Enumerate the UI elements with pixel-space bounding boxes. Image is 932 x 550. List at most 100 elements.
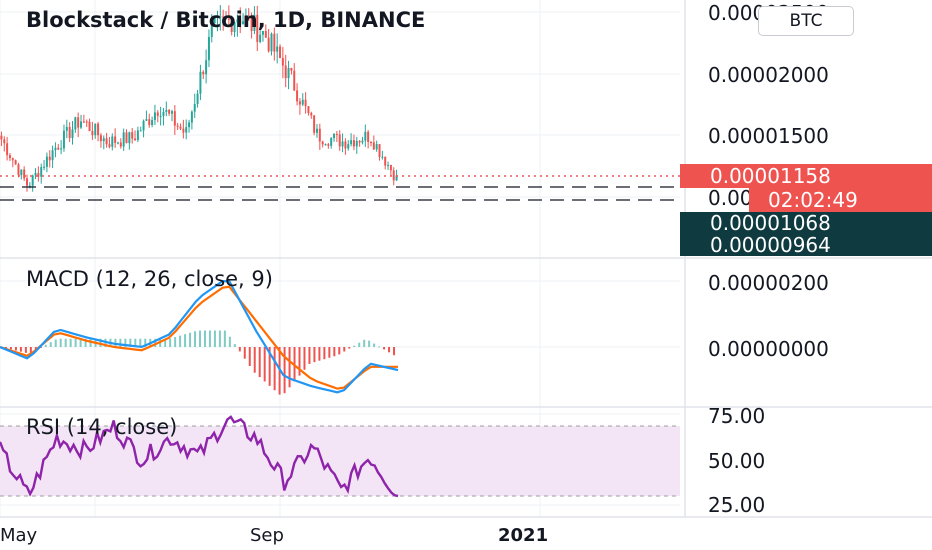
- candle-body: [350, 140, 353, 145]
- macd-histogram-bar: [218, 330, 221, 347]
- candles: [0, 5, 398, 192]
- macd-histogram-bar: [378, 346, 381, 348]
- candle-body: [71, 129, 74, 139]
- macd-histogram-bar: [313, 347, 316, 363]
- candle-body: [335, 133, 338, 135]
- candle-body: [310, 113, 313, 116]
- macd-histogram-bar: [383, 347, 386, 350]
- candle-body: [225, 17, 228, 19]
- macd-signal-line: [0, 285, 398, 390]
- candle-body: [392, 170, 395, 181]
- macd-histogram-bar: [273, 347, 276, 391]
- macd-histogram-bar: [189, 332, 192, 347]
- candle-body: [369, 142, 372, 144]
- macd-histogram-bar: [4, 347, 7, 349]
- candle-body: [387, 164, 390, 166]
- candle-body: [74, 117, 77, 130]
- macd-histogram-bar: [203, 330, 206, 347]
- macd-histogram-bar: [194, 331, 197, 347]
- candle-body: [65, 126, 68, 131]
- macd-histogram-bar: [388, 347, 391, 353]
- candle-body: [57, 147, 60, 150]
- candle-body: [242, 21, 245, 25]
- macd-histogram-bar: [169, 338, 172, 347]
- candle-body: [298, 101, 301, 105]
- macd-histogram-bar: [208, 330, 211, 347]
- candle-body: [352, 140, 355, 147]
- macd-histogram-bar: [14, 347, 17, 351]
- candle-body: [327, 144, 330, 146]
- level-value-2: 0.00000964: [710, 233, 831, 257]
- candle-body: [338, 134, 341, 147]
- candle-body: [222, 16, 225, 18]
- candle-body: [304, 99, 307, 107]
- candle-body: [244, 15, 247, 22]
- macd-histogram-bar: [283, 347, 286, 394]
- candle-body: [196, 93, 199, 105]
- candle-body: [318, 128, 321, 142]
- time-axis[interactable]: May Sep 2021: [0, 525, 548, 546]
- macd-histogram-bar: [328, 347, 331, 358]
- macd-histogram-bar: [363, 339, 366, 347]
- candle-body: [210, 23, 213, 37]
- rsi-tick-0: 75.00: [708, 404, 765, 428]
- candle-body: [330, 138, 333, 146]
- rsi-label: RSI (14, close): [26, 415, 177, 439]
- candle-body: [85, 121, 88, 123]
- macd-histogram-bar: [303, 347, 306, 370]
- candle-body: [256, 14, 259, 42]
- candle-body: [395, 175, 398, 181]
- candle-body: [250, 16, 253, 31]
- last-price-value: 0.00001158: [710, 164, 831, 188]
- x-tick-may: May: [0, 525, 38, 546]
- candle-body: [182, 128, 185, 133]
- candle-body: [367, 131, 370, 143]
- candle-body: [142, 120, 145, 131]
- macd-histogram-bar: [323, 347, 326, 360]
- candle-body: [34, 172, 37, 176]
- candle-body: [168, 109, 171, 114]
- price-tick-2: 0.00001500: [708, 124, 829, 148]
- macd-line: [0, 279, 399, 394]
- macd-histogram-bar: [248, 347, 251, 367]
- candle-body: [108, 144, 111, 147]
- candle-body: [116, 142, 119, 144]
- macd-histogram-bar: [139, 338, 142, 347]
- candle-body: [105, 138, 108, 145]
- macd-histogram-bar: [184, 334, 187, 347]
- candle-body: [26, 178, 29, 186]
- macd-histogram-bar: [129, 338, 132, 347]
- candle-body: [148, 119, 151, 126]
- macd-histogram-bar: [74, 338, 77, 347]
- candle-body: [333, 133, 336, 139]
- candle-body: [188, 122, 191, 128]
- macd-histogram-bar: [233, 344, 236, 347]
- macd-histogram-bar: [179, 335, 182, 347]
- last-price-tag: [680, 164, 932, 188]
- candle-body: [219, 16, 222, 18]
- candle-body: [153, 112, 156, 121]
- rsi-line: [0, 415, 399, 498]
- macd-histogram-bar: [243, 347, 246, 359]
- candle-body: [185, 127, 188, 133]
- candle-body: [233, 22, 236, 32]
- macd-histogram-bar: [308, 347, 311, 364]
- macd-histogram-bar: [358, 342, 361, 347]
- candle-body: [381, 156, 384, 158]
- candle-body: [159, 115, 162, 117]
- candle-body: [20, 169, 23, 176]
- price-axis[interactable]: 0.00002500 0.00002000 0.00001500 0.00001…: [680, 0, 932, 517]
- macd-histogram-bar: [64, 338, 67, 347]
- macd-histogram-bar: [9, 347, 12, 350]
- currency-button[interactable]: BTC: [758, 6, 854, 36]
- candle-body: [384, 156, 387, 166]
- candle-body: [80, 121, 83, 128]
- candle-body: [364, 131, 367, 141]
- macd-histogram-bar: [238, 347, 241, 352]
- macd-histogram: [0, 330, 396, 395]
- rsi-tick-2: 25.00: [708, 493, 765, 517]
- candle-body: [45, 156, 48, 167]
- macd-histogram-bar: [333, 347, 336, 357]
- rsi-pane: RSI (14, close): [0, 415, 680, 498]
- candle-body: [102, 138, 105, 142]
